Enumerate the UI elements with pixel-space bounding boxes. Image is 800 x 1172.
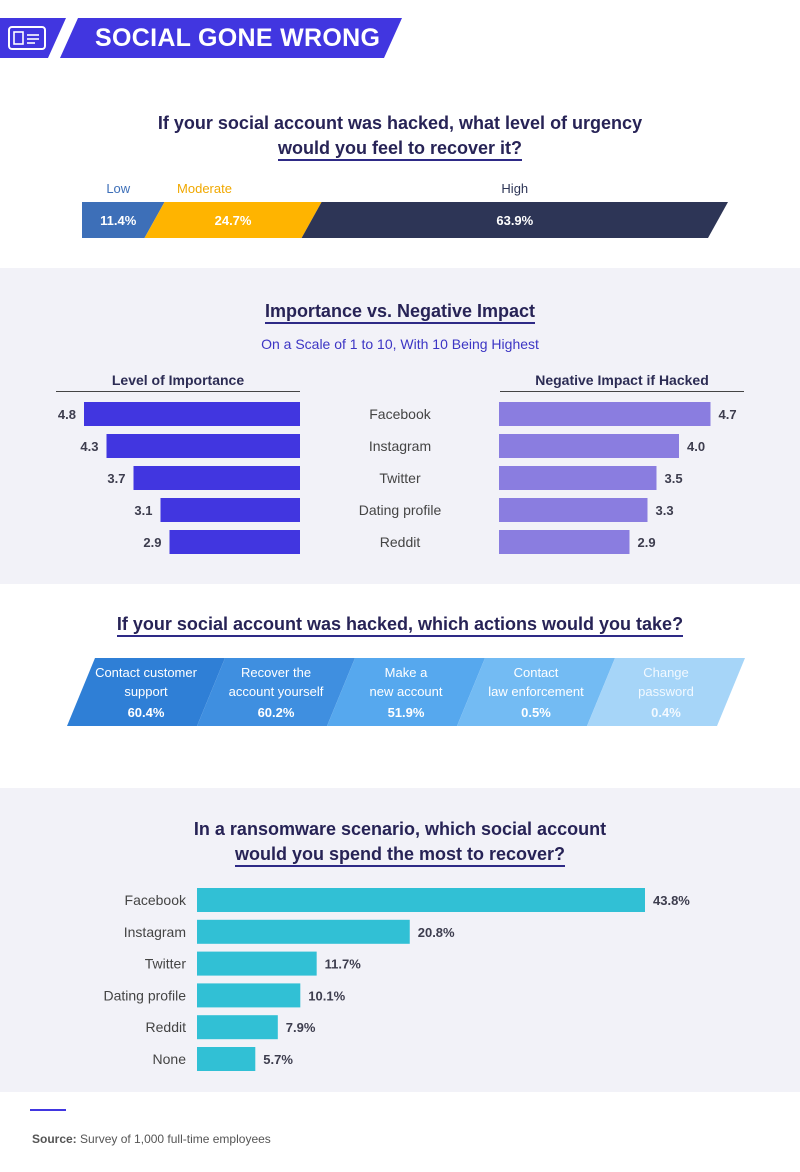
importance-category-reddit: Reddit bbox=[380, 534, 421, 550]
impact-bar-dating-profile bbox=[499, 498, 648, 522]
header-title-banner bbox=[60, 18, 402, 58]
ransom-bar-instagram bbox=[197, 919, 410, 944]
urgency-label-moderate: Moderate bbox=[177, 181, 232, 196]
action-value-1: 60.2% bbox=[258, 705, 295, 720]
urgency-value-moderate: 24.7% bbox=[215, 213, 252, 228]
actions-title-wrap: If your social account was hacked, which… bbox=[0, 612, 800, 637]
action-bar-1 bbox=[197, 658, 355, 726]
importance-category-facebook: Facebook bbox=[369, 406, 431, 422]
ransom-category-facebook: Facebook bbox=[125, 892, 187, 908]
header: SOCIAL GONE WRONG bbox=[0, 0, 800, 80]
impact-value-twitter: 3.5 bbox=[665, 471, 683, 486]
ransom-bar-twitter bbox=[197, 951, 317, 976]
ransom-value-twitter: 11.7% bbox=[325, 957, 362, 972]
urgency-label-high: High bbox=[501, 181, 528, 196]
ransom-value-facebook: 43.8% bbox=[653, 893, 690, 908]
importance-bar-twitter bbox=[133, 466, 300, 490]
impact-value-instagram: 4.0 bbox=[687, 439, 705, 454]
impact-bar-instagram bbox=[499, 434, 679, 458]
id-card-icon bbox=[8, 26, 46, 50]
importance-bar-reddit bbox=[169, 530, 300, 554]
importance-subtitle: On a Scale of 1 to 10, With 10 Being Hig… bbox=[261, 336, 539, 352]
impact-bar-twitter bbox=[499, 466, 657, 490]
actions-chart: Contact customer support 60.4% Recover the a… bbox=[67, 658, 745, 726]
ransom-bar-reddit bbox=[197, 1015, 278, 1040]
urgency-chart: 11.4% Low 24.7% Moderate 63.9% High bbox=[82, 181, 728, 238]
action-label-line2-1: account yourself bbox=[229, 684, 324, 699]
action-label-line1-2: Make a bbox=[385, 665, 428, 680]
action-value-0: 60.4% bbox=[128, 705, 165, 720]
importance-chart: 4.8 Facebook 4.7 4.3 Instagram 4.0 3.7 Twitter 3… bbox=[58, 402, 737, 554]
urgency-bar-high bbox=[301, 202, 728, 238]
action-label-line1-1: Recover the bbox=[241, 665, 311, 680]
impact-bar-reddit bbox=[499, 530, 630, 554]
urgency-value-high: 63.9% bbox=[496, 213, 533, 228]
action-label-line1-0: Contact customer bbox=[95, 665, 198, 680]
ransom-title: In a ransomware scenario, which social a… bbox=[0, 817, 800, 867]
importance-value-facebook: 4.8 bbox=[58, 407, 76, 422]
importance-bar-dating-profile bbox=[160, 498, 300, 522]
ransom-category-dating-profile: Dating profile bbox=[104, 987, 187, 1003]
ransom-category-reddit: Reddit bbox=[146, 1019, 187, 1035]
action-bar-2 bbox=[327, 658, 485, 726]
urgency-title-line2: would you feel to recover it? bbox=[277, 138, 523, 161]
header-title: SOCIAL GONE WRONG bbox=[95, 24, 381, 52]
ransom-title-line2: would you spend the most to recover? bbox=[234, 844, 566, 867]
actions-title: If your social account was hacked, which… bbox=[116, 614, 684, 637]
importance-category-twitter: Twitter bbox=[379, 470, 421, 486]
action-label-line2-2: new account bbox=[370, 684, 443, 699]
importance-left-header: Level of Importance bbox=[56, 372, 300, 392]
importance-title: Importance vs. Negative Impact bbox=[264, 301, 536, 324]
action-label-line2-0: support bbox=[124, 684, 168, 699]
impact-value-reddit: 2.9 bbox=[638, 535, 656, 550]
source-text: Survey of 1,000 full-time employees bbox=[80, 1132, 271, 1146]
importance-bar-instagram bbox=[106, 434, 300, 458]
ransom-title-line1: In a ransomware scenario, which social a… bbox=[193, 819, 607, 839]
importance-value-instagram: 4.3 bbox=[80, 439, 98, 454]
importance-value-reddit: 2.9 bbox=[143, 535, 161, 550]
source-rule bbox=[30, 1109, 66, 1111]
importance-value-dating-profile: 3.1 bbox=[134, 503, 152, 518]
action-bar-3 bbox=[457, 658, 615, 726]
urgency-bar-low bbox=[82, 202, 165, 238]
action-value-2: 51.9% bbox=[388, 705, 425, 720]
ransom-category-instagram: Instagram bbox=[124, 924, 186, 940]
urgency-title: If your social account was hacked, what … bbox=[0, 111, 800, 161]
importance-value-twitter: 3.7 bbox=[107, 471, 125, 486]
action-label-line2-3: law enforcement bbox=[488, 684, 584, 699]
action-value-4: 0.4% bbox=[651, 705, 681, 720]
action-bar-4 bbox=[587, 658, 745, 726]
ransom-chart: Facebook 43.8% Instagram 20.8% Twitter 11.7% D… bbox=[104, 888, 690, 1071]
ransom-value-none: 5.7% bbox=[263, 1052, 293, 1067]
source: Source: Survey of 1,000 full-time employ… bbox=[32, 1132, 271, 1146]
ransom-category-none: None bbox=[153, 1051, 187, 1067]
urgency-title-line1: If your social account was hacked, what … bbox=[157, 113, 643, 133]
urgency-bar-moderate bbox=[144, 202, 322, 238]
ransom-category-twitter: Twitter bbox=[145, 956, 187, 972]
urgency-value-low: 11.4% bbox=[100, 213, 137, 228]
ransom-bar-none bbox=[197, 1047, 256, 1071]
action-value-3: 0.5% bbox=[521, 705, 551, 720]
urgency-label-low: Low bbox=[106, 181, 130, 196]
action-label-line2-4: password bbox=[638, 684, 694, 699]
action-label-line1-3: Contact bbox=[514, 665, 559, 680]
source-label: Source: bbox=[32, 1132, 77, 1146]
importance-bar-facebook bbox=[84, 402, 300, 426]
ransom-value-reddit: 7.9% bbox=[286, 1020, 316, 1035]
impact-value-facebook: 4.7 bbox=[719, 407, 737, 422]
importance-category-dating-profile: Dating profile bbox=[359, 502, 442, 518]
ransom-value-dating-profile: 10.1% bbox=[308, 988, 345, 1003]
ransom-bar-dating-profile bbox=[197, 983, 301, 1008]
action-bar-0 bbox=[67, 658, 225, 726]
importance-category-instagram: Instagram bbox=[369, 438, 431, 454]
impact-bar-facebook bbox=[499, 402, 711, 426]
ransom-bar-facebook bbox=[197, 888, 645, 912]
action-label-line1-4: Change bbox=[643, 665, 689, 680]
impact-value-dating-profile: 3.3 bbox=[656, 503, 674, 518]
importance-title-wrap: Importance vs. Negative Impact bbox=[0, 299, 800, 324]
ransom-value-instagram: 20.8% bbox=[418, 925, 455, 940]
importance-right-header: Negative Impact if Hacked bbox=[500, 372, 744, 392]
